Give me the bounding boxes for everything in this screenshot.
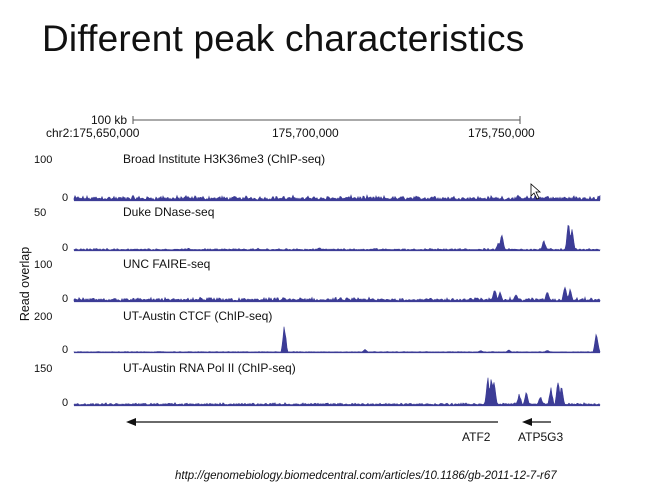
track-ymin-2: 0	[62, 293, 68, 305]
y-axis-label: Read overlap	[18, 246, 33, 322]
chromosome-position-label: chr2:175,650,000	[46, 126, 140, 140]
track-label-2: UNC FAIRE-seq	[123, 257, 210, 271]
gene-label-atf2: ATF2	[462, 430, 491, 444]
track-signal-0	[73, 194, 601, 201]
track-label-1: Duke DNase-seq	[123, 205, 214, 219]
source-url: http://genomebiology.biomedcentral.com/a…	[175, 470, 557, 482]
mouse-cursor-icon	[530, 183, 542, 200]
slide-title: Different peak characteristics	[42, 18, 525, 59]
track-ymin-4: 0	[62, 397, 68, 409]
track-ymax-3: 200	[34, 311, 52, 323]
track-ymax-1: 50	[34, 207, 46, 219]
track-ymin-3: 0	[62, 344, 68, 356]
track-signal-2	[73, 286, 601, 302]
track-ymax-4: 150	[34, 363, 52, 375]
track-ymin-1: 0	[62, 242, 68, 254]
gene-atp5g3-arrowhead	[522, 418, 532, 426]
track-signal-4	[73, 377, 601, 406]
scale-bar-label: 100 kb	[91, 113, 128, 127]
position-label-1: 175,700,000	[272, 126, 339, 140]
position-label-2: 175,750,000	[468, 126, 535, 140]
track-label-3: UT-Austin CTCF (ChIP-seq)	[123, 309, 272, 323]
track-label-4: UT-Austin RNA Pol II (ChIP-seq)	[123, 361, 296, 375]
gene-label-atp5g3: ATP5G3	[518, 430, 564, 444]
track-signal-3	[73, 326, 601, 353]
track-ymin-0: 0	[62, 192, 68, 204]
track-label-0: Broad Institute H3K36me3 (ChIP-seq)	[123, 152, 325, 166]
track-signal-1	[73, 224, 601, 251]
track-ymax-2: 100	[34, 259, 52, 271]
track-ymax-0: 100	[34, 154, 52, 166]
gene-atf2-arrowhead	[126, 418, 136, 426]
